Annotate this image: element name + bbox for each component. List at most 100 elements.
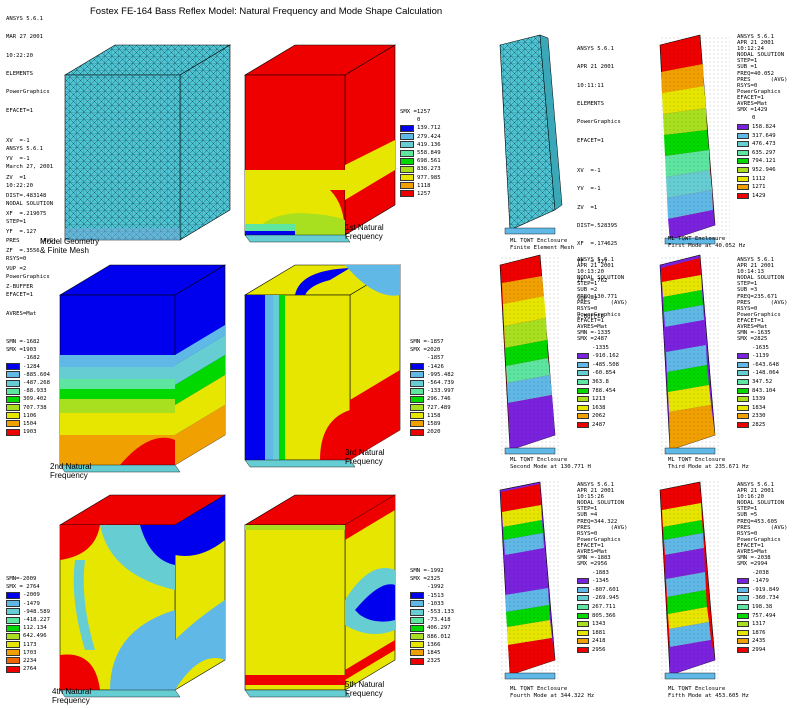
legend-row: 2062 <box>577 412 628 421</box>
legend-value: -919.849 <box>752 586 779 593</box>
legend-mode-5: SMN =-1992 SMX =2325 -1992 -1513 -1033 -… <box>410 567 454 665</box>
legend-swatch <box>737 184 749 191</box>
legend-row: 635.297 <box>737 149 788 158</box>
legend-swatch <box>737 603 749 610</box>
legend-header: SMN =-1992 <box>410 567 454 575</box>
legend-value: 1118 <box>417 182 431 189</box>
tqwt-mode-3-legend: -1635 -1139 -643.648 -148.064 347.52 843.104 1… <box>737 343 788 429</box>
legend-value: 139.712 <box>417 125 441 132</box>
legend-swatch <box>577 621 589 628</box>
info-line: ANSYS 5.6.1 <box>577 257 615 263</box>
legend-swatch <box>577 421 589 428</box>
info-line: 10:14:13 <box>737 269 764 276</box>
legend-value: 727.489 <box>427 404 451 411</box>
legend-value: -1284 <box>23 363 40 370</box>
legend-smx: SMX =1257 <box>400 109 431 115</box>
legend-header: SMX =2325 <box>410 575 454 583</box>
legend-row: 2956 <box>577 646 628 655</box>
info-line: PRES (AVG) <box>577 524 628 531</box>
info-line: SMX =2825 <box>737 336 768 343</box>
legend-value: 1589 <box>427 420 441 427</box>
tqwt-mode-4-legend: -1883 -1345 -807.601 -269.945 267.711 805.366… <box>577 568 628 654</box>
tqwt-mode-2-info: ANSYS 5.6.1 APR 21 2001 10:13:20 NODAL SOLU… <box>577 257 628 429</box>
info-line: ZF =.3556 <box>6 247 40 254</box>
legend-smn: SMN=-2009 <box>6 576 37 582</box>
legend-value: -2038 <box>752 569 769 576</box>
legend-row: -1033 <box>410 600 454 608</box>
info-line: STEP=1 <box>737 506 758 513</box>
info-line: FREQ=130.771 <box>577 293 618 300</box>
legend-swatch <box>577 353 589 360</box>
info-line: ANSYS 5.6.1 <box>737 257 775 263</box>
legend-row: -1139 <box>737 352 788 361</box>
legend-row: 886.012 <box>410 633 454 641</box>
caption-tqwt-mode-5: ML TQWT Enclosure Fifth Mode at 453.605 … <box>668 686 749 699</box>
legend-row: -910.162 <box>577 352 628 361</box>
legend-value: 2764 <box>23 666 37 673</box>
info-line: RSYS=0 <box>737 530 758 537</box>
legend-swatch <box>737 192 749 199</box>
info-line: PowerGraphics <box>6 89 50 96</box>
legend-row: 112.134 <box>6 624 50 632</box>
legend-value: -1992 <box>427 584 444 591</box>
info-line: RSYS=0 <box>737 305 758 312</box>
legend-row: 838.273 <box>400 165 441 173</box>
caption-tqwt-mode-1: ML TQWT Enclosure First Mode at 40.052 H… <box>668 236 746 249</box>
legend-value: 2062 <box>592 413 606 420</box>
legend-row: -1284 <box>6 363 50 371</box>
tqwt-mode-5-tower <box>659 480 720 680</box>
tqwt-mode-4-tower <box>499 480 560 680</box>
legend-value: 1173 <box>23 641 37 648</box>
legend-value: -2009 <box>23 592 40 599</box>
info-line: March 27, 2001 <box>6 164 54 171</box>
legend-value: 2994 <box>752 646 766 653</box>
legend-swatch <box>577 370 589 377</box>
info-line: 10:13:20 <box>577 269 604 276</box>
legend-row: 0 <box>400 116 441 124</box>
info-line: PRES (AVG) <box>737 524 788 531</box>
legend-row: -885.604 <box>6 371 50 379</box>
legend-value: 1271 <box>752 184 766 191</box>
legend-row: -553.133 <box>410 608 454 616</box>
legend-value: -1883 <box>592 569 609 576</box>
info-line: XV =-1 <box>577 168 601 175</box>
info-line: EFACET=1 <box>6 292 33 299</box>
legend-row: -485.508 <box>577 361 628 370</box>
right-mesh-info: ANSYS 5.6.1 APR 21 2001 10:11:11 ELEMENT… <box>577 34 621 327</box>
info-line: STEP=1 <box>577 281 598 288</box>
tqwt-mode-1-info: ANSYS 5.6.1 APR 21 2001 10:12:24 NODAL SOLU… <box>737 34 788 200</box>
info-line: RSYS=0 <box>6 255 27 262</box>
legend-value: -910.162 <box>592 353 619 360</box>
legend-smn: SMN =-1857 <box>410 339 444 345</box>
legend-row: 0 <box>737 114 788 123</box>
legend-value: -485.508 <box>592 361 619 368</box>
legend-row: 642.496 <box>6 632 50 640</box>
mesh-box <box>63 44 232 241</box>
legend-value: 309.402 <box>23 396 47 403</box>
legend-row: 1903 <box>6 428 50 436</box>
info-line: ANSYS 5.6.1 <box>6 16 44 23</box>
legend-value: 805.366 <box>592 612 616 619</box>
legend-row: 1317 <box>737 620 788 629</box>
legend-swatch <box>737 396 749 403</box>
legend-row: 2418 <box>577 637 628 646</box>
legend-swatch <box>737 353 749 360</box>
tqwt-mode-2-legend: -1335 -910.162 -485.508 -60.854 363.8 788.454… <box>577 343 628 429</box>
legend-swatch <box>737 158 749 165</box>
legend-swatch <box>737 612 749 619</box>
legend-swatch <box>737 378 749 385</box>
legend-value: -1426 <box>427 363 444 370</box>
legend-value: -148.064 <box>752 370 779 377</box>
legend-row: 558.849 <box>400 149 441 157</box>
legend-value: 1638 <box>592 404 606 411</box>
legend-value: -643.648 <box>752 361 779 368</box>
legend-swatch <box>577 378 589 385</box>
legend-row: -995.482 <box>410 371 454 379</box>
legend-swatch <box>577 629 589 636</box>
legend-mode-2: SMN =-1682 SMX =1903 -1682 -1284 -885.60… <box>6 338 50 436</box>
legend-swatch <box>737 116 749 122</box>
info-line: NODAL SOLUTION <box>737 275 785 282</box>
mode-4-box <box>58 494 227 698</box>
info-line: PRES (AVG) <box>737 299 788 306</box>
legend-row: 1703 <box>6 649 50 657</box>
